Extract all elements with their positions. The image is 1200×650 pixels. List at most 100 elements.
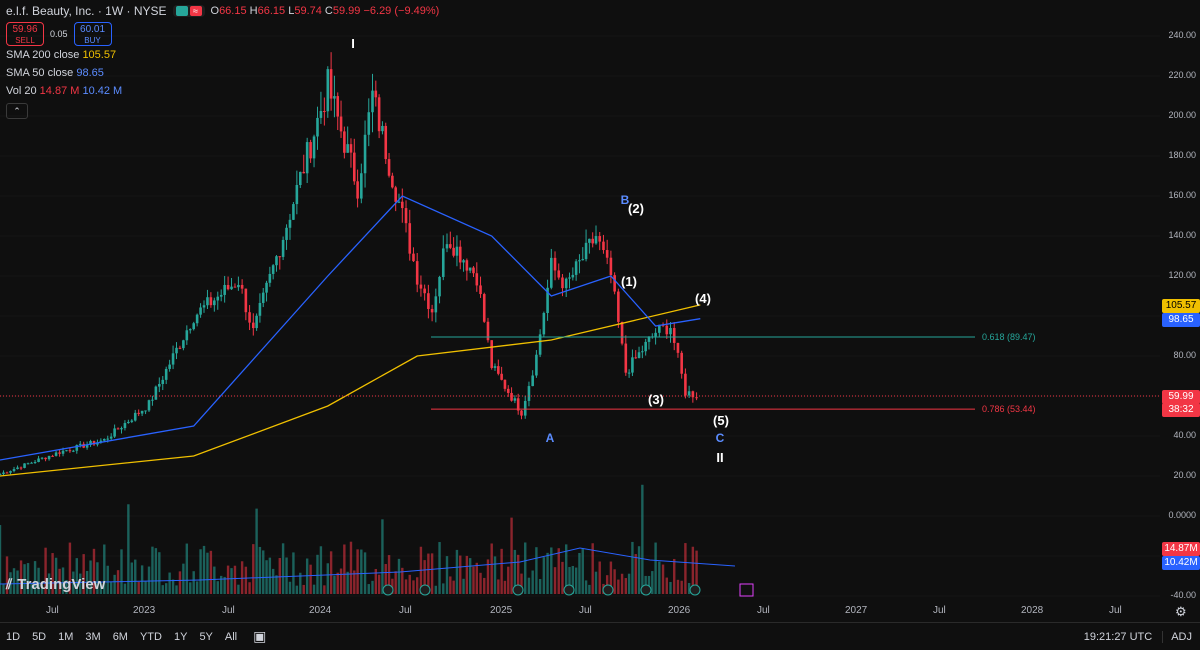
clock[interactable]: 19:21:27 UTC [1083, 630, 1153, 643]
price-tick: 240.00 [1168, 30, 1196, 40]
wave-label: II [716, 450, 723, 465]
volume-bar [472, 566, 475, 594]
candle-body [278, 256, 282, 258]
timeframe-3m[interactable]: 3M [85, 630, 101, 643]
volume-bar [268, 557, 272, 594]
candle-body [430, 308, 434, 313]
volume-bar [553, 567, 557, 594]
candle-body [188, 329, 192, 331]
timeframe-ytd[interactable]: YTD [139, 630, 162, 643]
adjust-toggle[interactable]: ADJ [1162, 630, 1200, 643]
wave-label: (1) [621, 274, 637, 289]
time-tick: 2025 [490, 605, 513, 616]
volume-bar [233, 565, 237, 594]
collapse-legend-button[interactable]: ⌃ [6, 103, 28, 119]
volume-bar [565, 544, 568, 594]
timeframe-1m[interactable]: 1M [58, 630, 74, 643]
date-range-icon[interactable]: ▣ [253, 628, 267, 644]
volume-bar [202, 545, 206, 594]
volume-bar [427, 553, 430, 594]
settings-icon[interactable]: ⚙ [1175, 604, 1187, 619]
volume-bar [151, 546, 154, 594]
candlestick-chart[interactable]: 0.618 (89.47)0.786 (53.44)IIIABC(1)(2)(3… [0, 0, 1160, 602]
candle-body [37, 458, 40, 463]
candle-body [479, 285, 482, 295]
candle-body [419, 284, 423, 289]
volume-bar [394, 571, 397, 594]
candle-body [445, 244, 449, 249]
market-status-pill[interactable]: ≈ [172, 5, 205, 17]
timeframe-all[interactable]: All [224, 630, 238, 643]
candle-body [219, 294, 223, 297]
candle-body [120, 428, 123, 430]
volume-bar [75, 558, 78, 594]
candle-body [371, 90, 374, 113]
candle-body [147, 400, 151, 411]
volume-bar [33, 561, 37, 594]
candle-body [237, 284, 240, 288]
volume-bar [412, 580, 415, 594]
sma200-price-label: 105.57 [1162, 299, 1200, 313]
timeframe-1d[interactable]: 1D [6, 630, 21, 643]
indicator-sma50[interactable]: SMA 50 close 98.65 [6, 67, 104, 79]
volume-bar [486, 559, 490, 594]
timeframe-5d[interactable]: 5D [32, 630, 47, 643]
candle-body [89, 441, 92, 445]
candle-body [116, 428, 120, 430]
volume-bar [339, 568, 343, 594]
candle-body [12, 469, 16, 472]
volume-bar [37, 567, 40, 594]
candle-body [363, 134, 367, 174]
volume-bar [58, 568, 61, 594]
timeframe-5y[interactable]: 5Y [199, 630, 213, 643]
volume-bar [391, 578, 394, 594]
volume-bar [475, 562, 478, 594]
volume-bar [168, 572, 171, 594]
wave-label: I [351, 36, 355, 51]
chart-canvas[interactable]: 0.618 (89.47) 0.786 (53.44) I II A B C (1) (2) (3… [0, 0, 1160, 602]
volume-bar [147, 566, 151, 594]
volume-bar [0, 525, 2, 594]
indicator-volume[interactable]: Vol 20 14.87 M 10.42 M [6, 85, 123, 97]
candle-body [5, 472, 9, 474]
candle-body [72, 450, 75, 452]
candle-body [305, 142, 309, 174]
timeframe-1y[interactable]: 1Y [173, 630, 188, 643]
volume-bar [377, 574, 381, 594]
candle-body [352, 152, 356, 182]
volume-bar [89, 560, 92, 594]
timeframe-6m[interactable]: 6M [112, 630, 128, 643]
volume-bar [9, 572, 12, 594]
symbol-title[interactable]: e.l.f. Beauty, Inc. · 1W · NYSE [6, 4, 167, 18]
price-axis[interactable]: 240.00 220.00 200.00 180.00 160.00 140.00 120.… [1160, 0, 1200, 602]
candle-body [106, 438, 110, 440]
volume-bar [271, 568, 275, 594]
candle-body [78, 443, 82, 445]
earnings-marker [419, 584, 431, 596]
volume-bar [574, 567, 578, 594]
candle-body [486, 321, 490, 341]
volume-bar [527, 577, 531, 594]
indicator-sma200[interactable]: SMA 200 close 105.57 [6, 49, 117, 61]
volume-bar [316, 554, 319, 594]
buy-button[interactable]: 60.01 BUY [73, 22, 112, 46]
volume-bar [127, 504, 130, 594]
candle-body [546, 287, 549, 314]
candle-body [574, 261, 578, 275]
candle-body [295, 184, 299, 205]
volume-bar [175, 585, 178, 594]
candle-body [578, 260, 581, 262]
volume-bar [360, 549, 363, 594]
volume-bar [651, 571, 654, 594]
candle-body [531, 375, 534, 387]
time-tick: Jul [933, 605, 946, 616]
sell-button[interactable]: 59.96 SELL [6, 22, 44, 46]
candle-body [285, 227, 288, 240]
candle-body [360, 173, 363, 199]
volume-bar [684, 543, 687, 594]
candle-body [68, 450, 72, 452]
time-axis[interactable]: Jul 2023 Jul 2024 Jul 2025 Jul 2026 Jul 2027 Jul 20… [0, 602, 1200, 622]
alert-icon: ≈ [189, 6, 202, 16]
candle-body [302, 171, 306, 174]
volume-bar [538, 578, 542, 594]
